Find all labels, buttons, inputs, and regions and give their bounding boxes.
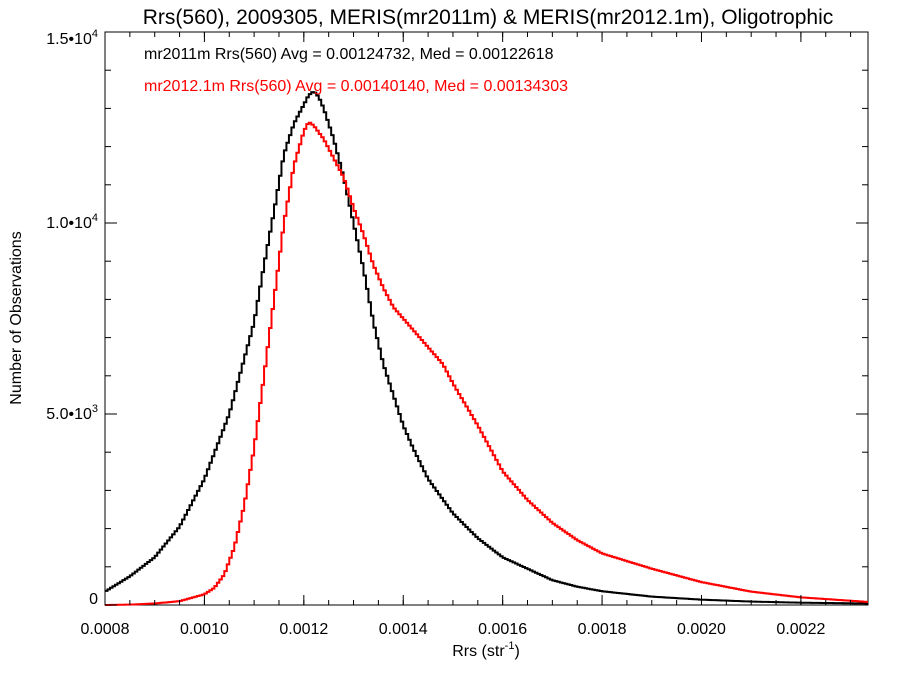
annotation-mr2012-1m: mr2012.1m Rrs(560) Avg = 0.00140140, Med… bbox=[144, 78, 568, 95]
tick-layer: 0.0008 0.0010 0.0012 0.0014 0.0016 0.0018 0.00… bbox=[46, 28, 868, 638]
y-tick-label-exponent-2: 4 bbox=[92, 212, 98, 224]
x-tick-label-1: 0.0010 bbox=[180, 621, 229, 638]
x-axis-label-superscript: -1 bbox=[505, 640, 515, 652]
series-line-0 bbox=[105, 91, 868, 605]
x-tick-label-0: 0.0008 bbox=[81, 621, 130, 638]
y-tick-label-base-1: 5.0•10 bbox=[46, 406, 92, 423]
y-tick-label-2: 1.0•104 bbox=[46, 212, 98, 232]
x-tick-label-4: 0.0016 bbox=[478, 621, 527, 638]
y-tick-label-exponent-1: 3 bbox=[92, 403, 98, 415]
y-tick-label-base-2: 1.0•10 bbox=[46, 215, 92, 232]
x-tick-label-2: 0.0012 bbox=[279, 621, 328, 638]
y-tick-label-3: 1.5•104 bbox=[46, 28, 98, 48]
x-axis-label-main: Rrs (str bbox=[452, 643, 505, 660]
series-line-1 bbox=[105, 121, 868, 606]
plot-frame bbox=[104, 31, 869, 606]
y-tick-label-exponent-3: 4 bbox=[92, 28, 98, 40]
x-axis-label: Rrs (str-1) bbox=[452, 640, 520, 660]
y-tick-label-1: 5.0•103 bbox=[46, 403, 98, 423]
y-tick-label-base-3: 1.5•10 bbox=[46, 31, 92, 48]
x-axis-label-end: ) bbox=[514, 643, 519, 660]
x-tick-label-7: 0.0022 bbox=[776, 621, 825, 638]
y-axis-label: Number of Observations bbox=[8, 231, 25, 404]
annotation-mr2011m: mr2011m Rrs(560) Avg = 0.00124732, Med =… bbox=[144, 46, 554, 63]
x-tick-label-5: 0.0018 bbox=[578, 621, 627, 638]
series-layer bbox=[105, 91, 868, 606]
y-tick-label-0: 0 bbox=[89, 591, 98, 608]
y-tick-label-base-0: 0 bbox=[89, 591, 98, 608]
x-tick-label-6: 0.0020 bbox=[677, 621, 726, 638]
chart-title: Rrs(560), 2009305, MERIS(mr2011m) & MERI… bbox=[143, 6, 834, 29]
x-tick-label-3: 0.0014 bbox=[379, 621, 428, 638]
